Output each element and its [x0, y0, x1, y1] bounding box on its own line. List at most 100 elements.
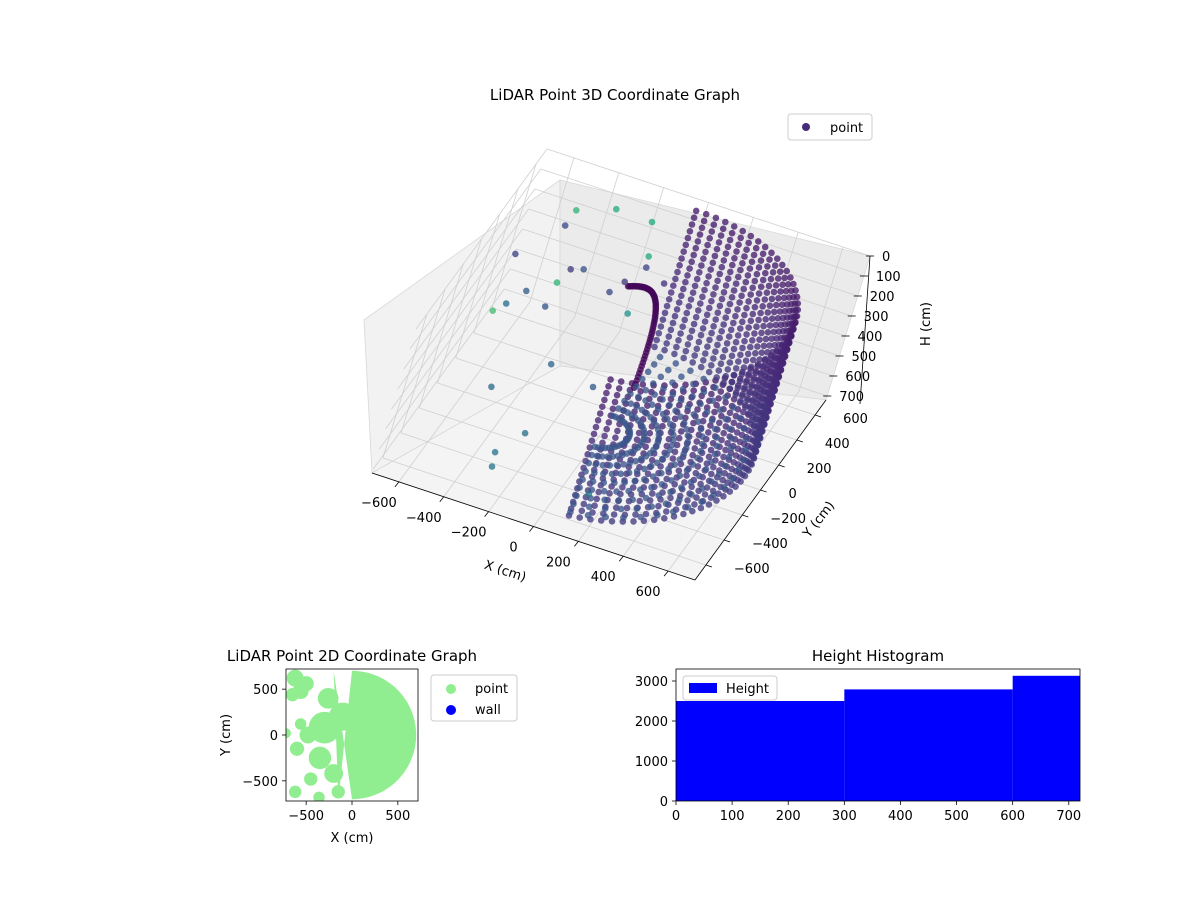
point-3d [753, 270, 761, 278]
point-3d [669, 319, 677, 327]
point-3d [710, 291, 717, 298]
point-3d [680, 285, 687, 293]
y-tick-label-3d: 200 [807, 462, 832, 477]
point-3d [688, 327, 696, 335]
point-3d [702, 248, 709, 256]
point-2d [286, 728, 292, 739]
point-3d [690, 380, 697, 388]
point-3d [708, 362, 715, 369]
x-tick-3d [618, 555, 624, 562]
point-3d [752, 369, 759, 377]
z-tick-label-3d: 700 [839, 390, 864, 405]
x-tick-3d [663, 570, 669, 577]
point-3d [764, 263, 771, 270]
point-3d [641, 465, 648, 473]
point-3d [694, 454, 701, 462]
point-3d [749, 284, 756, 292]
point-2d [308, 746, 332, 770]
x-tick-label-histogram: 100 [720, 809, 745, 824]
point-3d [708, 458, 715, 466]
point-3d [701, 318, 709, 325]
y-tick-3d [742, 514, 749, 518]
point-3d [690, 251, 697, 259]
point-2d [288, 785, 302, 799]
point-3d [765, 362, 772, 369]
point-3d [592, 461, 599, 468]
point-3d [708, 390, 715, 398]
point-3d [742, 435, 750, 443]
point-3d [711, 450, 719, 458]
point-3d [705, 273, 712, 280]
point-3d [633, 505, 640, 512]
point-3d [603, 389, 610, 397]
point-3d [766, 322, 774, 329]
point-3d [678, 255, 685, 262]
point-3d [773, 301, 780, 309]
point-3d [694, 406, 701, 413]
chart-3d-title: LiDAR Point 3D Coordinate Graph [490, 86, 740, 104]
point-3d [751, 330, 758, 337]
point-3d [710, 355, 717, 362]
point-3d [683, 426, 690, 433]
point-3d [708, 478, 715, 486]
point-3d [783, 301, 791, 308]
point-3d [743, 397, 751, 404]
point-3d [696, 231, 704, 238]
point-3d [689, 461, 697, 468]
point-3d [751, 277, 759, 285]
point-3d [650, 380, 657, 387]
point-3d [739, 344, 746, 352]
histogram-bar [844, 689, 1013, 801]
point-3d [726, 409, 734, 417]
point-3d [600, 479, 608, 486]
point-3d [749, 356, 757, 364]
point-3d [676, 262, 683, 269]
point-3d [687, 367, 694, 375]
point-3d [661, 515, 668, 522]
point-3d [606, 490, 613, 497]
point-3d [680, 248, 687, 255]
point-3d [727, 444, 735, 452]
point-3d [767, 275, 775, 283]
point-3d [741, 384, 749, 391]
point-3d [621, 479, 628, 486]
point-3d [609, 412, 616, 420]
point-2d [304, 772, 318, 786]
point-3d [755, 316, 762, 324]
x-tick-3d [574, 541, 579, 547]
point-3d [692, 313, 700, 321]
point-3d [699, 417, 707, 425]
point-3d [720, 257, 728, 264]
point-3d [570, 500, 577, 508]
point-3d [658, 481, 666, 488]
point-3d [613, 205, 620, 213]
point-3d [724, 275, 732, 283]
point-3d [729, 475, 736, 483]
point-3d [744, 350, 752, 358]
point-3d [727, 268, 734, 276]
point-3d [760, 322, 767, 330]
point-3d [743, 377, 751, 384]
point-3d [596, 410, 604, 417]
point-3d [588, 451, 595, 459]
point-3d [619, 484, 626, 491]
z-tick-label-3d: 200 [870, 290, 895, 305]
point-3d [777, 321, 785, 329]
point-3d [676, 456, 684, 463]
point-3d [753, 323, 760, 331]
point-3d [739, 227, 746, 235]
point-3d [691, 352, 698, 359]
point-3d [691, 282, 699, 290]
point-3d [719, 353, 727, 361]
point-3d [672, 360, 680, 367]
y-tick-label-2d: 500 [253, 683, 278, 698]
point-3d [697, 363, 705, 371]
point-3d [741, 403, 749, 411]
point-3d [775, 295, 782, 302]
point-3d [747, 317, 755, 325]
point-3d [613, 461, 621, 469]
point-3d [697, 504, 705, 512]
point-3d [488, 463, 496, 470]
point-3d [728, 378, 736, 386]
point-3d [720, 484, 728, 491]
